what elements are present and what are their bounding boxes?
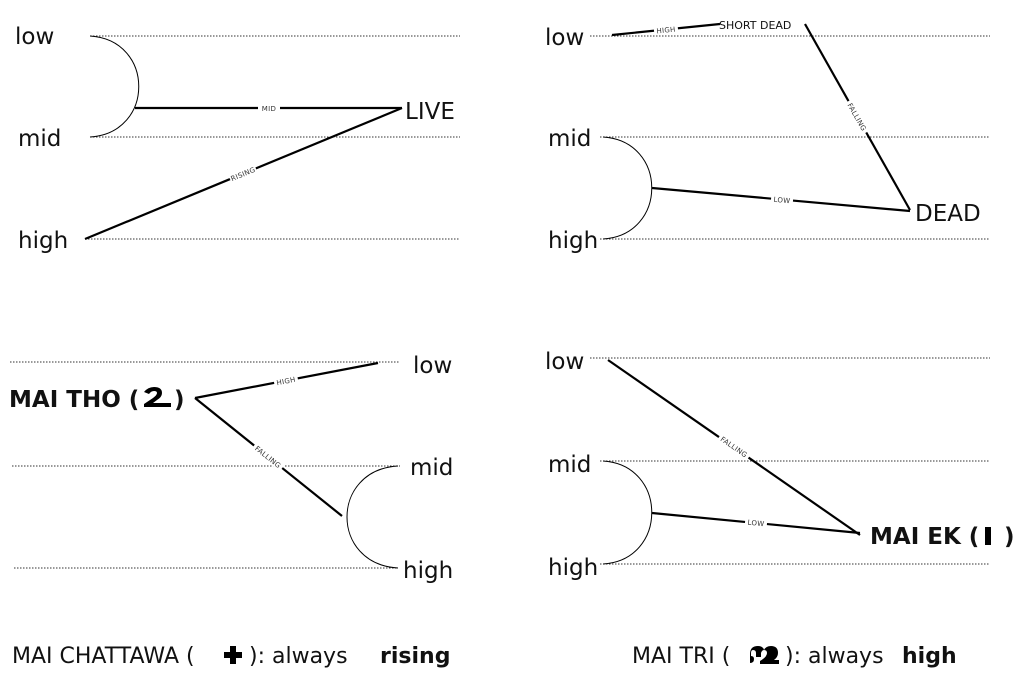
- level-high: high: [548, 555, 598, 581]
- caption-suffix: ): always: [785, 644, 884, 669]
- panel-mai-ek: low mid high FALLING LOW MAI EK ( ): [545, 349, 1015, 581]
- edge-label-low: LOW: [747, 519, 765, 529]
- panel-mai-tho: low mid high MAI THO ( ) HIGH FALLING: [9, 353, 453, 584]
- edge-label-falling: FALLING: [719, 435, 749, 459]
- source-mai-ek: MAI EK (: [870, 524, 979, 550]
- edge-label-low: LOW: [773, 196, 791, 205]
- mai-tri-icon: [750, 646, 779, 664]
- edge-label-rising: RISING: [230, 166, 257, 183]
- caption-suffix: ): always: [249, 644, 348, 669]
- short-dead-label: SHORT DEAD: [719, 19, 791, 32]
- target-live: LIVE: [405, 99, 455, 125]
- edge-label-high: HIGH: [276, 376, 296, 388]
- arc: [89, 35, 140, 138]
- arc: [346, 465, 399, 569]
- source-close-paren: ): [174, 387, 185, 413]
- edge-label-mid: MID: [262, 105, 276, 113]
- arc: [602, 136, 653, 240]
- level-mid: mid: [18, 126, 61, 152]
- level-low: low: [545, 25, 584, 51]
- target-dead: DEAD: [915, 201, 981, 227]
- level-mid: mid: [410, 455, 453, 481]
- caption-emphasis: rising: [380, 644, 450, 669]
- level-low: low: [15, 24, 54, 50]
- level-high: high: [548, 228, 598, 254]
- mai-chattawa-icon: [224, 646, 242, 664]
- caption-mai-chattawa: MAI CHATTAWA ( ): always rising: [12, 644, 450, 669]
- level-high: high: [18, 228, 68, 254]
- level-low: low: [545, 349, 584, 375]
- edge-label-high: HIGH: [656, 26, 676, 36]
- mai-tho-icon: [144, 387, 171, 407]
- level-low: low: [413, 353, 452, 379]
- level-mid: mid: [548, 126, 591, 152]
- level-mid: mid: [548, 452, 591, 478]
- source-mai-tho: MAI THO (: [9, 387, 139, 413]
- caption-mai-tri: MAI TRI ( ): always high: [632, 644, 957, 669]
- caption-prefix: MAI TRI (: [632, 644, 730, 669]
- panel-live: low mid high MID RISING LIVE: [15, 24, 460, 254]
- arc: [602, 460, 653, 565]
- caption-prefix: MAI CHATTAWA (: [12, 644, 195, 669]
- mai-ek-icon: [985, 527, 991, 545]
- caption-emphasis: high: [902, 644, 957, 669]
- panel-dead: low mid high HIGH SHORT DEAD FALLING LOW…: [545, 19, 990, 254]
- source-close-paren: ): [1004, 524, 1015, 550]
- level-high: high: [403, 558, 453, 584]
